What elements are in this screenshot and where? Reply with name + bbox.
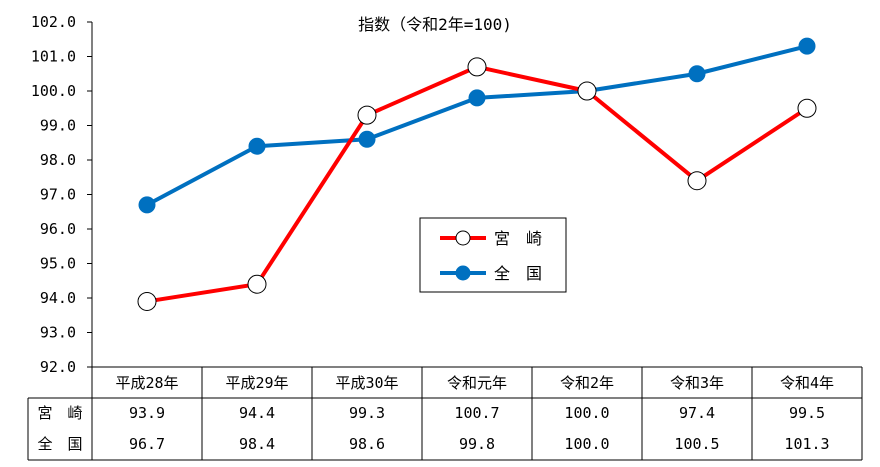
data-label-0-3: 100.7 [454,404,499,422]
data-point-0-3 [467,57,487,77]
y-tick-label: 102.0 [31,13,76,31]
y-axis-ticks: 92.0 93.0 94.0 95.0 96.0 97.0 98.0 99.0 100.0 101… [31,13,92,376]
chart-title: 指数（令和2年=100) [358,15,512,34]
y-tick-label: 98.0 [40,151,76,169]
y-tick-label: 96.0 [40,220,76,238]
series-markers [137,37,817,311]
y-tick-label: 99.0 [40,117,76,135]
data-label-0-1: 94.4 [239,404,275,422]
data-label-1-6: 101.3 [784,435,829,453]
legend-marker-0 [455,230,471,246]
data-label-1-3: 99.8 [459,435,495,453]
legend-label-1: 全 国 [494,264,542,283]
data-label-0-2: 99.3 [349,404,385,422]
data-point-0-5 [687,171,707,191]
y-tick-label: 92.0 [40,358,76,376]
table-row-label: 全 国 [37,435,82,453]
legend-box [419,217,567,293]
data-point-1-2 [358,130,376,148]
data-point-1-1 [248,137,266,155]
legend: 宮 崎全 国 [419,217,567,293]
data-label-1-5: 100.5 [674,435,719,453]
category-label: 平成29年 [225,374,288,392]
data-point-1-5 [688,65,706,83]
table-row-label: 宮 崎 [37,404,82,422]
y-tick-label: 97.0 [40,186,76,204]
data-point-0-4 [577,81,597,101]
category-label: 令和4年 [780,374,834,392]
data-point-1-0 [138,196,156,214]
y-tick-label: 101.0 [31,48,76,66]
y-tick-label: 100.0 [31,82,76,100]
data-point-0-6 [797,98,817,118]
data-label-0-0: 93.9 [129,404,165,422]
data-label-1-4: 100.0 [564,435,609,453]
category-label: 平成28年 [115,374,178,392]
y-tick-label: 94.0 [40,289,76,307]
data-point-1-6 [798,37,816,55]
data-label-0-6: 99.5 [789,404,825,422]
category-label: 令和元年 [447,374,507,392]
data-point-0-2 [357,105,377,125]
category-label: 令和3年 [670,374,724,392]
data-point-0-0 [137,291,157,311]
chart-axes [91,22,863,460]
data-label-0-4: 100.0 [564,404,609,422]
legend-label-0: 宮 崎 [494,229,542,248]
y-tick-label: 95.0 [40,255,76,273]
data-label-1-2: 98.6 [349,435,385,453]
data-point-0-1 [247,274,267,294]
y-tick-label: 93.0 [40,324,76,342]
data-label-1-1: 98.4 [239,435,275,453]
category-label: 令和2年 [560,374,614,392]
category-label: 平成30年 [335,374,398,392]
data-point-1-3 [468,89,486,107]
legend-marker-1 [455,265,471,281]
data-label-1-0: 96.7 [129,435,165,453]
data-label-0-5: 97.4 [679,404,715,422]
